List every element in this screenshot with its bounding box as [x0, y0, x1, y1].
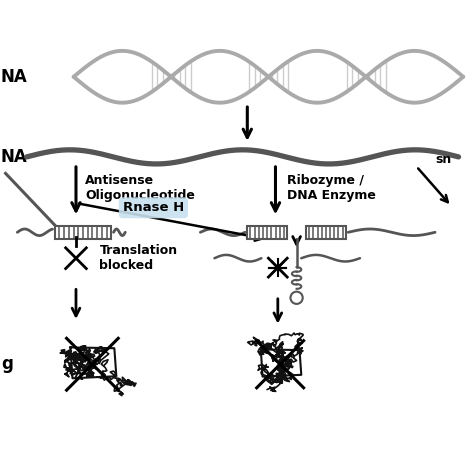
Text: Translation
blocked: Translation blocked — [100, 244, 178, 272]
Bar — [55, 226, 111, 239]
Bar — [247, 226, 287, 239]
Text: g: g — [1, 355, 13, 373]
Text: Rnase H: Rnase H — [123, 201, 184, 214]
Text: Ribozyme /
DNA Enzyme: Ribozyme / DNA Enzyme — [287, 173, 376, 201]
Text: Antisense
Oligonucleotide: Antisense Oligonucleotide — [85, 173, 195, 201]
Text: sn: sn — [435, 153, 451, 166]
Text: NA: NA — [1, 68, 27, 86]
Text: NA: NA — [1, 148, 27, 166]
Bar — [306, 226, 346, 239]
